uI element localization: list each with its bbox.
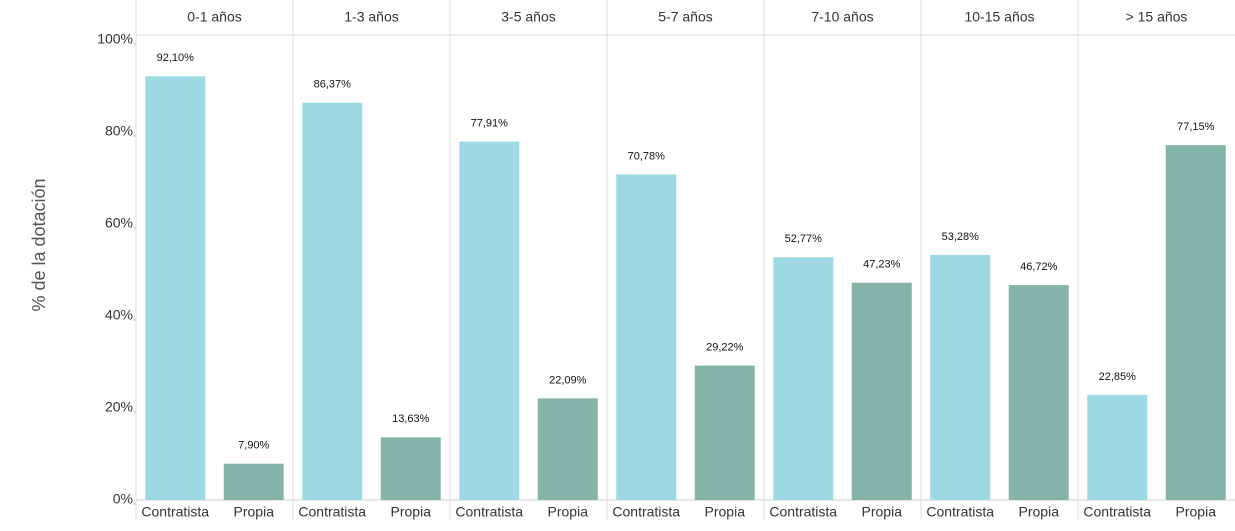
x-tick-label: Contratista [1083, 504, 1151, 520]
bar [537, 398, 598, 500]
value-label: 52,77% [785, 233, 823, 245]
x-tick-label: Propia [705, 504, 746, 520]
facet-label: 1-3 años [344, 9, 398, 25]
x-tick-label: Propia [1019, 504, 1060, 520]
y-tick-label: 40% [105, 307, 133, 323]
bar [616, 174, 677, 501]
bar [223, 463, 284, 500]
value-label: 22,09% [549, 374, 587, 386]
x-tick-label: Propia [234, 504, 275, 520]
facet-label: 3-5 años [501, 9, 555, 25]
x-tick-label: Propia [1176, 504, 1217, 520]
bar [773, 257, 834, 500]
bar [1165, 145, 1226, 501]
x-tick-label: Contratista [769, 504, 837, 520]
bar [380, 437, 441, 500]
bar [930, 254, 991, 500]
bar [694, 365, 755, 500]
x-tick-label: Contratista [298, 504, 366, 520]
x-tick-label: Contratista [612, 504, 680, 520]
x-tick-label: Contratista [926, 504, 994, 520]
value-label: 77,15% [1177, 121, 1215, 133]
y-tick-label: 80% [105, 123, 133, 139]
facet-label: 10-15 años [964, 9, 1034, 25]
x-tick-label: Propia [391, 504, 432, 520]
value-label: 77,91% [471, 118, 509, 130]
value-label: 53,28% [942, 231, 980, 243]
bar [459, 141, 520, 500]
facet-label: 0-1 años [187, 9, 241, 25]
value-label: 70,78% [628, 150, 666, 162]
x-tick-label: Contratista [455, 504, 523, 520]
value-label: 7,90% [238, 440, 269, 452]
x-tick-label: Propia [548, 504, 589, 520]
facet-label: > 15 años [1126, 9, 1188, 25]
value-label: 86,37% [314, 79, 352, 91]
facet-label: 5-7 años [658, 9, 712, 25]
value-label: 22,85% [1099, 371, 1137, 383]
y-tick-label: 20% [105, 399, 133, 415]
bar [1087, 394, 1148, 500]
value-label: 92,10% [157, 52, 195, 64]
value-label: 29,22% [706, 341, 744, 353]
x-tick-label: Contratista [141, 504, 209, 520]
y-tick-label: 60% [105, 215, 133, 231]
value-label: 47,23% [863, 259, 901, 271]
bar [302, 102, 363, 500]
bar [851, 282, 912, 500]
y-tick-label: 0% [113, 491, 133, 507]
value-label: 13,63% [392, 413, 430, 425]
y-tick-label: 100% [97, 31, 133, 47]
facet-label: 7-10 años [811, 9, 873, 25]
bar [1008, 285, 1069, 500]
value-label: 46,72% [1020, 261, 1058, 273]
y-axis-title: % de la dotación [29, 178, 49, 311]
x-tick-label: Propia [862, 504, 903, 520]
bar [145, 76, 206, 500]
